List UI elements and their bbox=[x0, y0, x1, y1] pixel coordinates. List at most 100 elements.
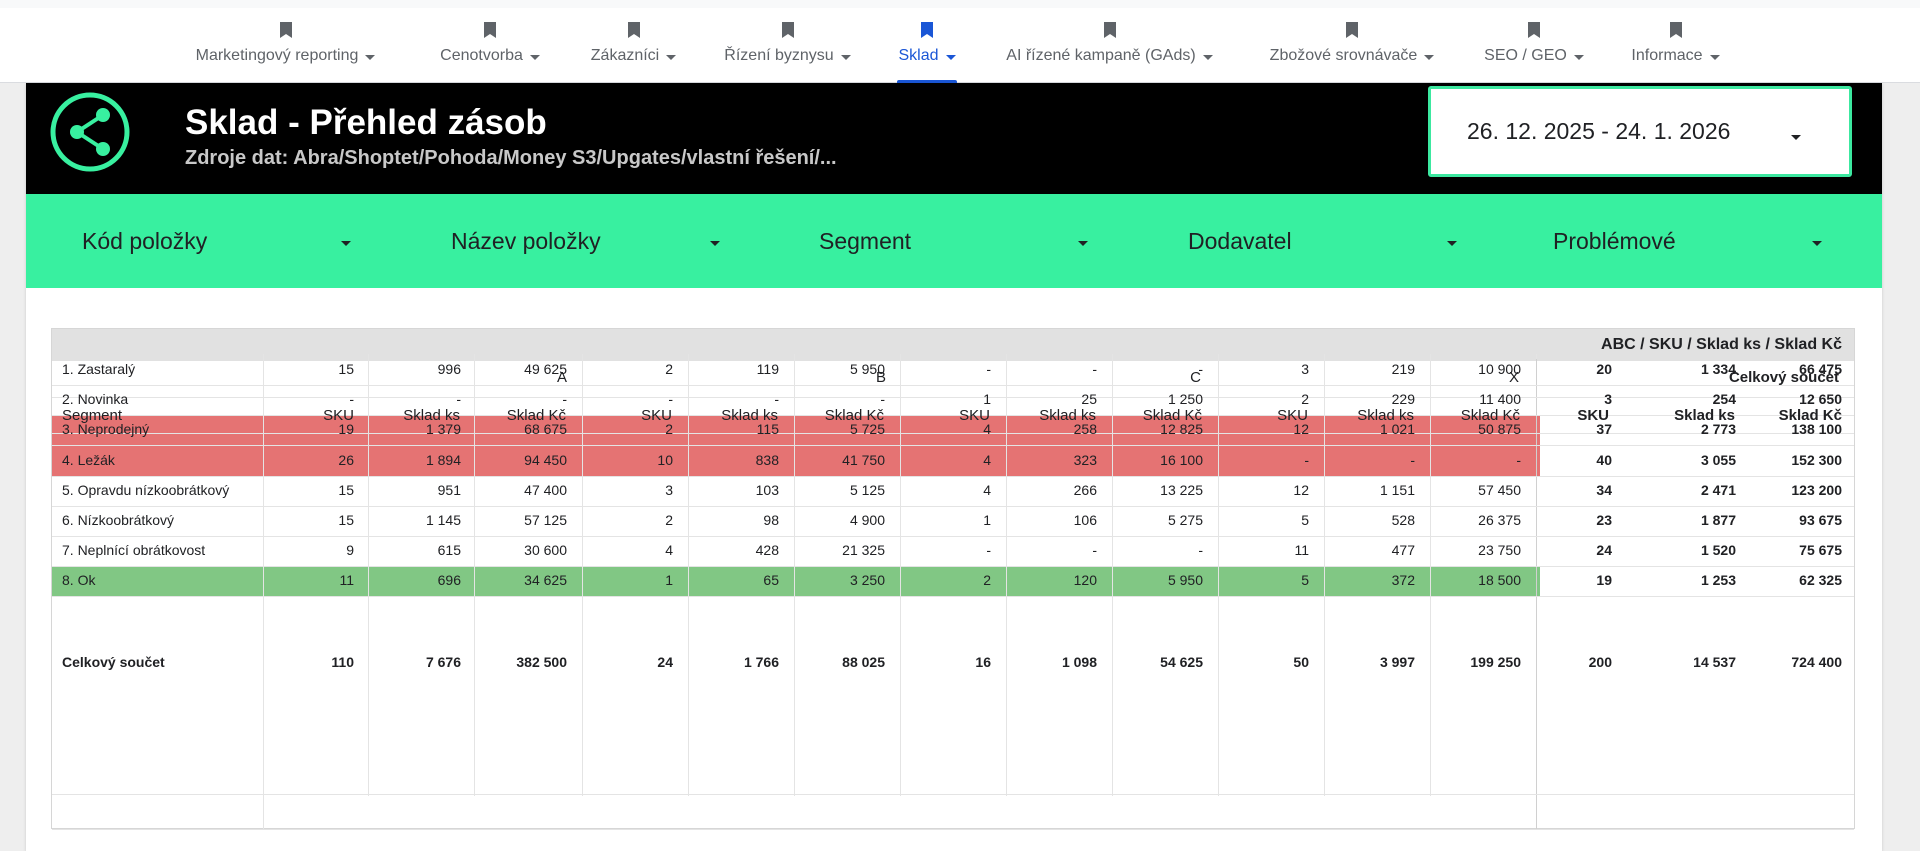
table-cell: 1 151 bbox=[1379, 482, 1415, 498]
filter-label: Dodavatel bbox=[1188, 227, 1292, 254]
table-cell: 2 bbox=[665, 512, 673, 528]
table-cell: 5 bbox=[1301, 512, 1309, 528]
column-separator bbox=[1218, 354, 1219, 796]
table-cell: 11 400 bbox=[1479, 391, 1521, 407]
table-cell: 1 250 bbox=[1167, 391, 1203, 407]
row-total-cell: 12 650 bbox=[1799, 391, 1842, 407]
table-cell: 18 500 bbox=[1478, 572, 1521, 588]
row-separator bbox=[52, 433, 1854, 434]
row-total-cell: 66 475 bbox=[1799, 361, 1842, 377]
column-separator bbox=[263, 354, 264, 796]
bookmark-icon bbox=[1669, 21, 1683, 39]
table-cell: 5 275 bbox=[1167, 512, 1203, 528]
grand-total-cell: 24 bbox=[657, 654, 673, 670]
table-cell: 428 bbox=[755, 542, 779, 558]
table-cell: 5 950 bbox=[849, 361, 885, 377]
grand-total-cell: 382 500 bbox=[516, 654, 567, 670]
nav-tab-8[interactable]: SEO / GEO bbox=[1484, 8, 1584, 83]
filter-dropdown-1[interactable]: Kód položky bbox=[82, 194, 361, 288]
table-cell: 996 bbox=[437, 361, 461, 377]
table-cell: 47 400 bbox=[524, 482, 567, 498]
bookmark-icon bbox=[1527, 21, 1541, 39]
nav-tab-label: Marketingový reporting bbox=[195, 47, 359, 64]
table-cell: 372 bbox=[1391, 572, 1415, 588]
row-separator bbox=[52, 596, 1854, 597]
column-separator bbox=[900, 354, 901, 796]
nav-tab-label: Sklad bbox=[898, 47, 939, 64]
row-total-cell: 1 520 bbox=[1700, 542, 1736, 558]
row-total-cell: 20 bbox=[1596, 361, 1612, 377]
nav-tab-3[interactable]: Zákazníci bbox=[588, 8, 679, 83]
grand-total-cell: 7 676 bbox=[425, 654, 461, 670]
row-separator bbox=[52, 794, 1854, 795]
table-title-bar: ABC / SKU / Sklad ks / Sklad Kč bbox=[52, 329, 1854, 361]
column-header: Sklad Kč bbox=[824, 407, 884, 424]
nav-tab-6[interactable]: AI řízené kampaně (GAds) bbox=[1000, 8, 1219, 83]
table-title: ABC / SKU / Sklad ks / Sklad Kč bbox=[1601, 336, 1842, 353]
column-separator bbox=[1006, 354, 1007, 796]
table-cell: 1 021 bbox=[1379, 421, 1415, 437]
chevron-down-icon bbox=[945, 54, 956, 60]
filter-dropdown-2[interactable]: Název položky bbox=[451, 194, 730, 288]
table-cell: 219 bbox=[1391, 361, 1415, 377]
filter-label: Název položky bbox=[451, 227, 601, 254]
segment-label: 2. Novinka bbox=[62, 391, 129, 407]
chevron-down-icon bbox=[1791, 135, 1801, 140]
nav-tab-label: Zákazníci bbox=[590, 47, 660, 64]
row-total-cell: 3 bbox=[1604, 391, 1612, 407]
table-cell: 15 bbox=[338, 361, 354, 377]
grand-total-cell: 1 766 bbox=[743, 654, 779, 670]
total-column-header: Sklad ks bbox=[1674, 407, 1735, 424]
nav-tab-7[interactable]: Zbožové srovnávače bbox=[1263, 8, 1441, 83]
column-separator bbox=[688, 354, 689, 796]
table-cell: 15 bbox=[338, 482, 354, 498]
table-cell: 26 bbox=[338, 452, 354, 468]
table-cell: 4 bbox=[983, 482, 991, 498]
row-separator bbox=[52, 829, 1854, 830]
column-header: Sklad Kč bbox=[1142, 407, 1202, 424]
page-subtitle: Zdroje dat: Abra/Shoptet/Pohoda/Money S3… bbox=[185, 147, 837, 169]
grand-total-cell: 14 537 bbox=[1693, 654, 1736, 670]
nav-tab-5[interactable]: Sklad bbox=[897, 8, 957, 83]
row-total-cell: 254 bbox=[1712, 391, 1736, 407]
row-total-cell: 23 bbox=[1596, 512, 1612, 528]
nav-tab-label: Řízení byznysu bbox=[724, 47, 834, 64]
table-cell: - bbox=[1092, 361, 1097, 377]
grand-total-cell: 724 400 bbox=[1791, 654, 1842, 670]
segment-label: 3. Neprodejný bbox=[62, 421, 150, 437]
table-cell: 2 bbox=[983, 572, 991, 588]
group-header: C bbox=[1190, 369, 1201, 386]
table-cell: 477 bbox=[1391, 542, 1415, 558]
filter-dropdown-3[interactable]: Segment bbox=[819, 194, 1098, 288]
table-cell: 10 bbox=[657, 452, 673, 468]
filter-label: Segment bbox=[819, 227, 912, 254]
column-header: Sklad Kč bbox=[1460, 407, 1520, 424]
filter-dropdown-5[interactable]: Problémové bbox=[1553, 194, 1832, 288]
total-column-header: Sklad Kč bbox=[1778, 407, 1842, 424]
table-cell: 34 625 bbox=[524, 572, 567, 588]
bookmark-icon bbox=[279, 21, 293, 39]
nav-tab-label: Zbožové srovnávače bbox=[1269, 47, 1418, 64]
column-header: Sklad ks bbox=[403, 407, 460, 424]
date-range-picker[interactable]: 26. 12. 2025 - 24. 1. 2026 bbox=[1428, 86, 1852, 177]
table-cell: 21 325 bbox=[842, 542, 885, 558]
grand-total-cell: 54 625 bbox=[1160, 654, 1203, 670]
nav-tab-2[interactable]: Cenotvorba bbox=[435, 8, 545, 83]
bookmark-icon bbox=[1345, 21, 1359, 39]
filter-label: Problémové bbox=[1553, 227, 1676, 254]
chevron-down-icon bbox=[710, 241, 720, 246]
bookmark-icon bbox=[1103, 21, 1117, 39]
segment-label: 5. Opravdu nízkoobrátkový bbox=[62, 482, 230, 498]
filter-dropdown-4[interactable]: Dodavatel bbox=[1188, 194, 1467, 288]
table-cell: 98 bbox=[763, 512, 779, 528]
table-cell: 120 bbox=[1073, 572, 1097, 588]
column-header: SKU bbox=[641, 407, 672, 424]
nav-tab-1[interactable]: Marketingový reporting bbox=[189, 8, 382, 83]
table-cell: 5 125 bbox=[849, 482, 885, 498]
table-cell: 5 950 bbox=[1167, 572, 1203, 588]
filter-bar: Kód položky Název položky Segment Dodavatel… bbox=[26, 194, 1882, 288]
total-group-header: Celkový součet bbox=[1728, 369, 1839, 386]
column-header: SKU bbox=[959, 407, 990, 424]
nav-tab-9[interactable]: Informace bbox=[1627, 8, 1724, 83]
nav-tab-4[interactable]: Řízení byznysu bbox=[722, 8, 853, 83]
